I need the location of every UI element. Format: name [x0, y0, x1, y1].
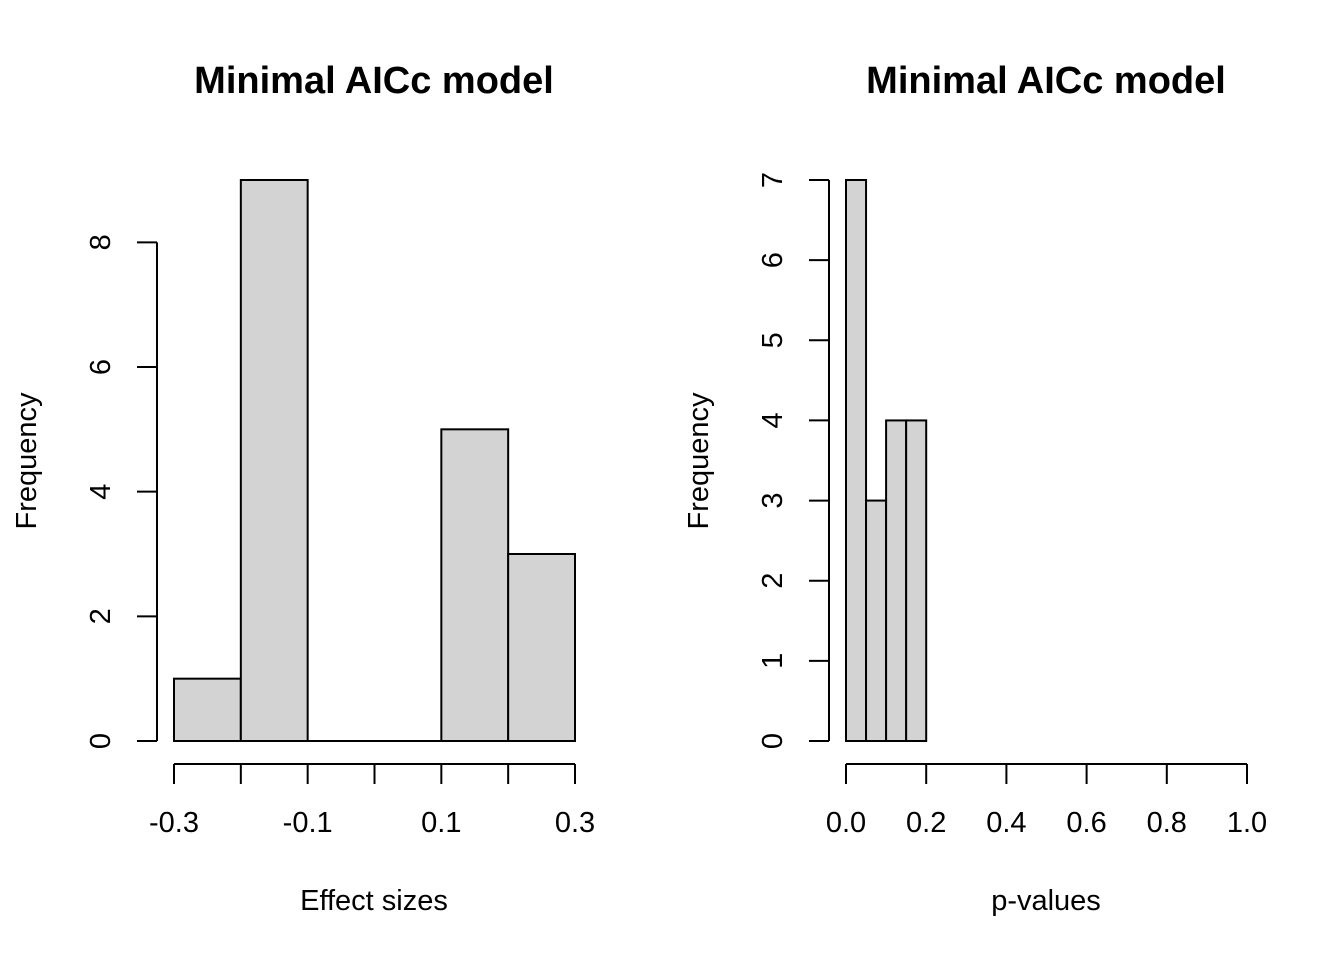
histogram-bar	[845, 179, 868, 742]
y-tick-label: 1	[757, 653, 789, 669]
x-tick-label: -0.1	[283, 807, 333, 839]
y-tick-label: 2	[757, 573, 789, 589]
histogram-bar	[885, 419, 908, 742]
x-tick-label: 0.4	[986, 807, 1026, 839]
x-axis-label: p-values	[991, 885, 1101, 917]
y-tick-label: 4	[757, 412, 789, 428]
x-tick-label: 0.2	[906, 807, 946, 839]
x-tick-label: 0.0	[826, 807, 866, 839]
y-tick-label: 3	[757, 493, 789, 509]
histogram-bar	[865, 499, 888, 743]
x-tick-label: 0.6	[1066, 807, 1106, 839]
histogram-bar	[440, 428, 510, 742]
x-tick-label: -0.3	[149, 807, 199, 839]
y-tick-label: 2	[85, 608, 117, 624]
y-tick-label: 6	[85, 359, 117, 375]
chart-title: Minimal AICc model	[194, 60, 554, 102]
histogram-bar	[507, 553, 576, 742]
y-tick-label: 0	[757, 733, 789, 749]
y-tick-label: 6	[757, 252, 789, 268]
y-tick-label: 8	[85, 234, 117, 250]
effect-sizes-histogram: Minimal AICc model Effect sizes Frequenc…	[11, 60, 595, 917]
histogram-bar	[905, 419, 928, 742]
y-tick-label: 0	[85, 733, 117, 749]
y-tick-label: 5	[757, 332, 789, 348]
x-tick-label: 0.1	[421, 807, 461, 839]
y-tick-label: 4	[85, 484, 117, 500]
histogram-bar	[173, 677, 242, 743]
y-tick-label: 7	[757, 172, 789, 188]
histogram-bar	[239, 179, 309, 742]
y-axis-label: Frequency	[11, 392, 43, 530]
x-axis-label: Effect sizes	[300, 885, 448, 917]
p-values-histogram: Minimal AICc model p-values Frequency 0.…	[683, 60, 1267, 917]
x-tick-label: 0.3	[555, 807, 595, 839]
x-tick-label: 0.8	[1147, 807, 1187, 839]
chart-title: Minimal AICc model	[866, 60, 1226, 102]
x-tick-label: 1.0	[1227, 807, 1267, 839]
y-axis-label: Frequency	[683, 392, 715, 530]
